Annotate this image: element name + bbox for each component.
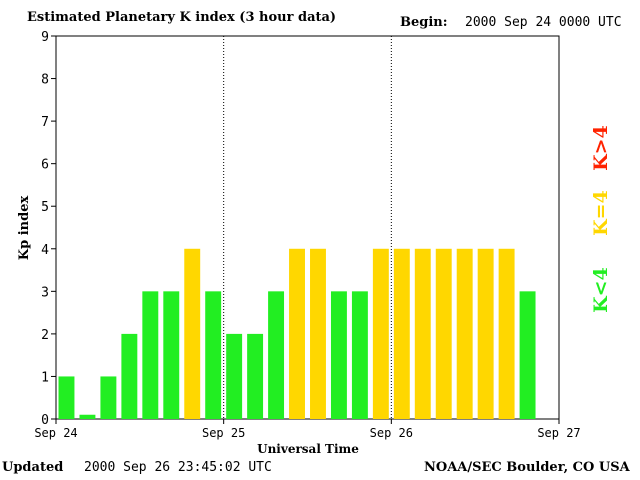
legend-item: K>4 — [590, 125, 612, 171]
updated-value: 2000 Sep 26 23:45:02 UTC — [84, 460, 272, 475]
y-axis: 0 1 2 3 4 5 6 7 8 9 — [41, 30, 56, 428]
begin-value: 2000 Sep 24 0000 UTC — [465, 15, 622, 30]
kp-bar — [226, 333, 243, 419]
y-tick-label: 3 — [41, 285, 49, 300]
kp-bar — [372, 248, 389, 419]
kp-bar — [289, 248, 305, 419]
day-separators — [223, 36, 392, 419]
chart-title: Estimated Planetary K index (3 hour data… — [27, 10, 337, 25]
kp-bar — [519, 291, 536, 419]
legend: K<4 K=4 K>4 — [590, 125, 612, 313]
y-tick-label: 9 — [41, 30, 49, 45]
begin-label: Begin: — [400, 15, 448, 30]
kp-bar — [100, 376, 117, 419]
y-axis-label: Kp index — [17, 196, 32, 261]
plot-frame — [55, 35, 560, 420]
kp-bar — [184, 248, 201, 419]
y-tick-label: 1 — [41, 370, 49, 385]
kp-bar — [205, 291, 222, 419]
kp-bar — [477, 248, 494, 419]
y-tick-label: 4 — [41, 243, 49, 258]
kp-bar — [79, 414, 96, 419]
kp-bar — [435, 248, 452, 419]
kp-bar — [414, 248, 431, 419]
y-tick-label: 5 — [41, 200, 49, 215]
kp-bar — [58, 376, 75, 419]
kp-bar — [456, 248, 473, 419]
x-tick-label: Sep 27 — [537, 426, 580, 440]
bars — [58, 248, 536, 419]
x-axis-label: Universal Time — [257, 442, 359, 456]
kp-bar — [247, 333, 264, 419]
x-tick-label: Sep 24 — [34, 426, 77, 440]
y-tick-label: 2 — [41, 328, 49, 343]
kp-bar — [142, 291, 159, 419]
kp-bar — [268, 291, 285, 419]
x-tick-label: Sep 26 — [370, 426, 413, 440]
y-tick-label: 8 — [41, 73, 49, 88]
source-credit: NOAA/SEC Boulder, CO USA — [424, 460, 630, 475]
kp-bar — [498, 248, 515, 419]
y-tick-label: 6 — [41, 158, 49, 173]
kp-bar — [121, 333, 138, 419]
y-tick-label: 7 — [41, 115, 49, 130]
x-axis: Sep 24 Sep 25 Sep 26 Sep 27 — [34, 419, 581, 440]
y-tick-label: 0 — [41, 413, 49, 428]
x-tick-label: Sep 25 — [202, 426, 245, 440]
legend-item: K=4 — [590, 190, 612, 236]
kp-bar — [351, 291, 368, 419]
kp-bar — [393, 248, 410, 419]
legend-item: K<4 — [590, 267, 612, 313]
updated-label: Updated — [2, 460, 64, 475]
kp-bar — [330, 291, 347, 419]
kp-bar — [163, 291, 180, 419]
kp-bar — [310, 248, 326, 419]
